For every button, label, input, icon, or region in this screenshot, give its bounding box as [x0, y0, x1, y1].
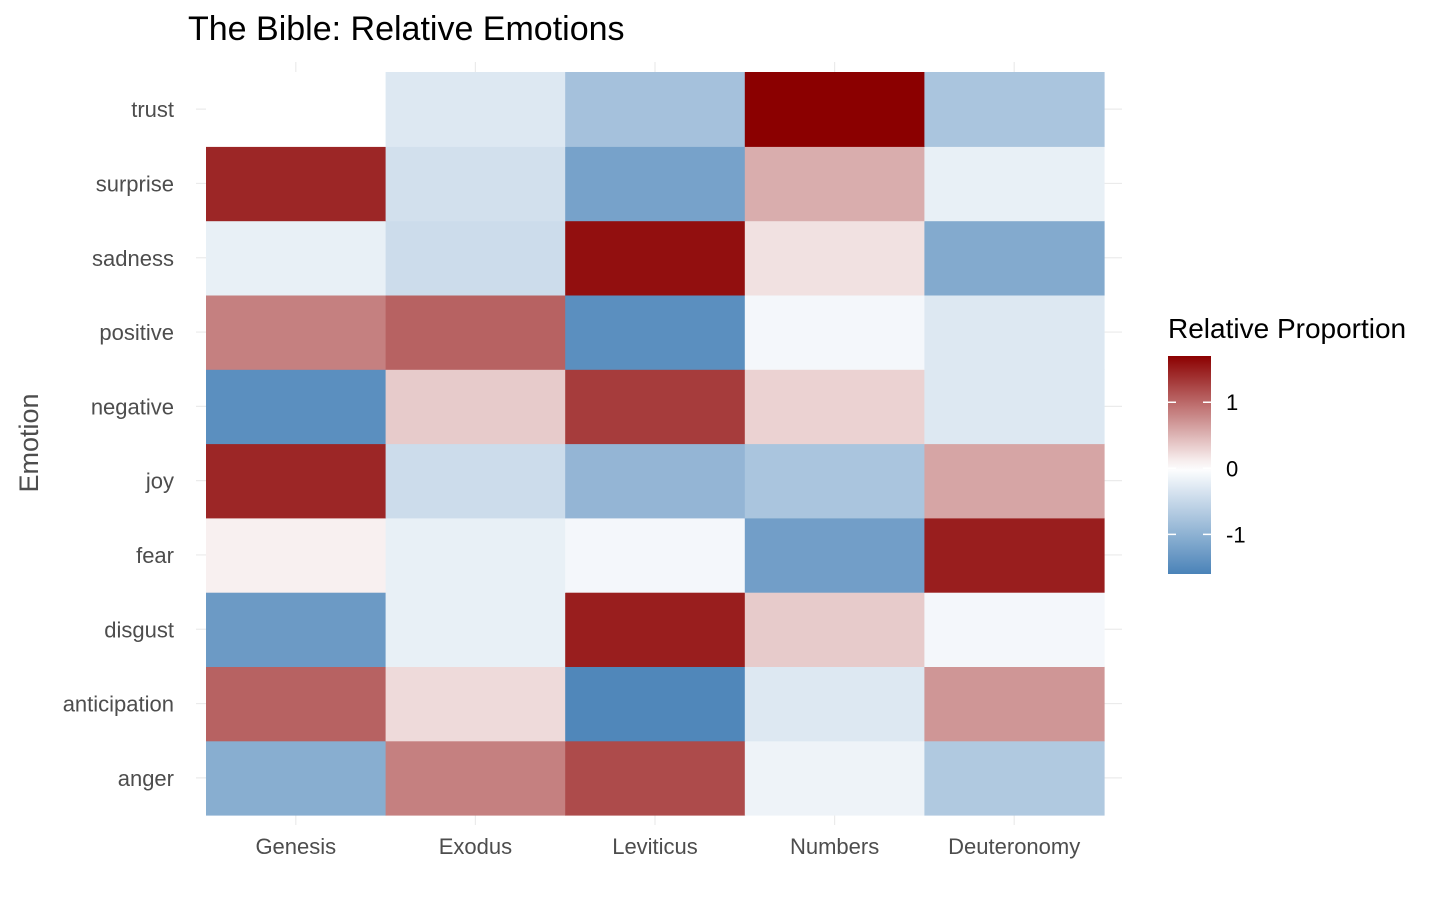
y-tick-label-anticipation: anticipation [63, 692, 174, 717]
y-tick-label-disgust: disgust [104, 617, 174, 642]
heatmap-cell-fear-deuteronomy [924, 517, 1105, 593]
heatmap-cell-anger-exodus [385, 740, 566, 816]
heatmap-cell-anticipation-leviticus [565, 666, 746, 742]
heatmap-cell-negative-genesis [206, 369, 387, 445]
heatmap-cell-anticipation-deuteronomy [924, 666, 1105, 742]
heatmap-cell-joy-leviticus [565, 443, 746, 519]
heatmap-cell-surprise-exodus [385, 146, 566, 222]
heatmap-cell-disgust-numbers [744, 592, 925, 667]
heatmap-cell-fear-exodus [385, 517, 566, 593]
y-tick-label-anger: anger [118, 766, 174, 791]
y-tick-label-positive: positive [99, 320, 174, 345]
y-axis-title: Emotion [14, 393, 44, 492]
heatmap-cell-surprise-genesis [206, 146, 387, 222]
legend-label-1: 1 [1226, 390, 1238, 415]
heatmap-cell-sadness-numbers [744, 220, 925, 296]
heatmap-cell-anticipation-exodus [385, 666, 566, 742]
heatmap-cell-trust-numbers [744, 72, 925, 147]
heatmap-cell-positive-exodus [385, 294, 566, 370]
heatmap-cell-negative-deuteronomy [924, 369, 1105, 445]
heatmap-cell-negative-leviticus [565, 369, 746, 445]
y-tick-label-joy: joy [145, 469, 174, 494]
heatmap-cell-negative-numbers [744, 369, 925, 445]
heatmap-cell-fear-leviticus [565, 517, 746, 593]
heatmap-cell-trust-genesis [206, 72, 387, 147]
x-tick-label-numbers: Numbers [790, 834, 879, 859]
y-tick-label-trust: trust [131, 97, 174, 122]
x-tick-label-deuteronomy: Deuteronomy [948, 834, 1080, 859]
y-tick-label-surprise: surprise [96, 171, 174, 196]
legend-label--1: -1 [1226, 522, 1246, 547]
y-axis-tick-labels: anger anticipation disgust fear joy negative p… [63, 97, 174, 791]
heatmap-cell-disgust-leviticus [565, 592, 746, 667]
heatmap-cell-joy-numbers [744, 443, 925, 519]
legend: Relative Proportion 1 0 -1 [1168, 313, 1406, 574]
heatmap-cell-positive-leviticus [565, 294, 746, 370]
heatmap-cell-joy-genesis [206, 443, 387, 519]
heatmap-cell-trust-deuteronomy [924, 72, 1105, 147]
heatmap-cell-positive-genesis [206, 294, 387, 370]
x-tick-label-genesis: Genesis [255, 834, 336, 859]
heatmap-cell-surprise-numbers [744, 146, 925, 222]
x-tick-label-exodus: Exodus [439, 834, 512, 859]
legend-colorbar [1168, 356, 1211, 574]
heatmap-cell-surprise-deuteronomy [924, 146, 1105, 222]
heatmap-cell-disgust-deuteronomy [924, 592, 1105, 667]
heatmap-cell-anticipation-genesis [206, 666, 387, 742]
y-tick-label-sadness: sadness [92, 246, 174, 271]
heatmap-cell-anger-deuteronomy [924, 740, 1105, 816]
heatmap-cell-positive-numbers [744, 294, 925, 370]
heatmap-cell-sadness-deuteronomy [924, 220, 1105, 296]
legend-ticks: 1 0 -1 [1168, 390, 1246, 547]
heatmap-cell-negative-exodus [385, 369, 566, 445]
heatmap-cell-anger-leviticus [565, 740, 746, 816]
chart-title: The Bible: Relative Emotions [188, 10, 625, 48]
heatmap-cell-positive-deuteronomy [924, 294, 1105, 370]
heatmap-cell-disgust-genesis [206, 592, 387, 667]
heatmap-cell-sadness-exodus [385, 220, 566, 296]
x-axis-tick-labels: Genesis Exodus Leviticus Numbers Deuteronomy [255, 834, 1080, 859]
y-tick-label-fear: fear [136, 543, 174, 568]
heatmap-cell-disgust-exodus [385, 592, 566, 667]
heatmap-cell-fear-numbers [744, 517, 925, 593]
heatmap-cell-trust-leviticus [565, 72, 746, 147]
heatmap-cell-joy-deuteronomy [924, 443, 1105, 519]
heatmap-cell-surprise-leviticus [565, 146, 746, 222]
legend-label-0: 0 [1226, 456, 1238, 481]
heatmap-cell-anger-numbers [744, 740, 925, 816]
heatmap-cell-joy-exodus [385, 443, 566, 519]
x-tick-label-leviticus: Leviticus [612, 834, 698, 859]
y-tick-label-negative: negative [91, 394, 174, 419]
heatmap-cell-sadness-leviticus [565, 220, 746, 296]
heatmap-cell-anger-genesis [206, 740, 387, 816]
heatmap-cell-anticipation-numbers [744, 666, 925, 742]
heatmap-cell-fear-genesis [206, 517, 387, 593]
heatmap-cell-trust-exodus [385, 72, 566, 147]
heatmap-cell-sadness-genesis [206, 220, 387, 296]
heatmap-cells [206, 72, 1105, 816]
legend-title: Relative Proportion [1168, 313, 1406, 344]
